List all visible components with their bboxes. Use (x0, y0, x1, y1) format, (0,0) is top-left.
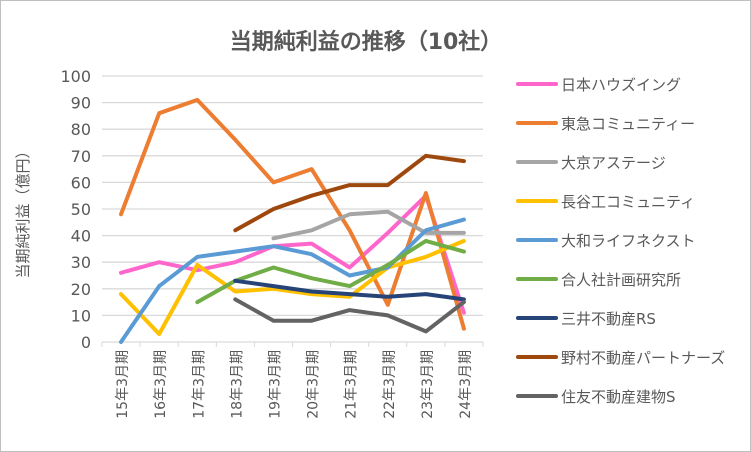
legend-label: 長谷工コミュニティ (561, 193, 695, 211)
legend-label: 合人社計画研究所 (561, 271, 681, 289)
y-tick-label: 20 (71, 280, 91, 299)
y-tick-label: 30 (71, 253, 91, 272)
y-tick-label: 40 (71, 227, 91, 246)
y-tick-label: 80 (71, 120, 91, 139)
x-tick-label: 20年3月期 (306, 350, 322, 419)
legend-label: 大和ライフネクスト (561, 232, 696, 250)
legend-label: 東急コミュニティー (561, 115, 695, 133)
series-line-6 (233, 278, 466, 302)
x-tick-label: 18年3月期 (229, 350, 245, 419)
legend-label: 住友不動産建物S (561, 388, 676, 406)
y-tick-label: 0 (81, 333, 91, 352)
series-line-2 (271, 209, 466, 241)
x-tick-label: 15年3月期 (115, 350, 131, 419)
y-tick-label: 100 (60, 67, 91, 86)
y-tick-label: 90 (71, 94, 91, 113)
chart-title: 当期純利益の推移（10社） (230, 29, 503, 55)
y-tick-label: 50 (71, 200, 91, 219)
x-tick-label: 19年3月期 (267, 350, 283, 419)
series-line-8 (233, 297, 466, 334)
x-tick-label: 17年3月期 (191, 350, 207, 419)
series-line-4 (119, 217, 466, 344)
series-line-0 (119, 193, 466, 315)
x-tick-label: 24年3月期 (458, 350, 474, 419)
series-line-5 (195, 238, 466, 305)
legend-label: 野村不動産パートナーズ (561, 349, 725, 367)
x-tick-label: 22年3月期 (382, 350, 398, 419)
y-axis-label: 当期純利益（億円） (14, 143, 32, 278)
x-tick-label: 16年3月期 (153, 350, 169, 419)
legend-label: 日本ハウズイング (561, 76, 681, 94)
x-tick-label: 23年3月期 (420, 350, 436, 419)
series-line-7 (233, 153, 466, 233)
series-line-3 (119, 238, 466, 336)
y-tick-label: 60 (71, 173, 91, 192)
y-tick-label: 70 (71, 147, 91, 166)
x-tick-label: 21年3月期 (344, 350, 360, 419)
y-tick-label: 10 (71, 306, 91, 325)
legend-label: 大京アステージ (561, 154, 666, 172)
legend-label: 三井不動産RS (561, 310, 656, 328)
